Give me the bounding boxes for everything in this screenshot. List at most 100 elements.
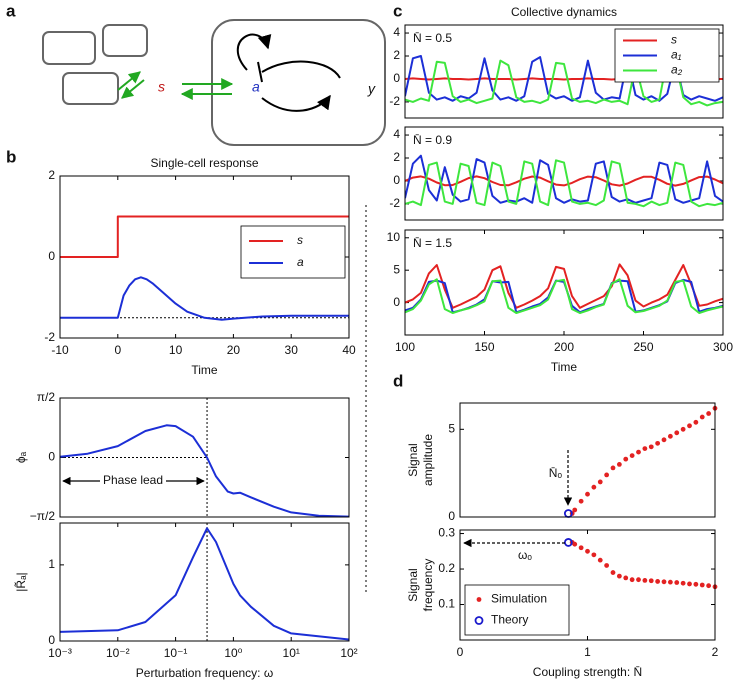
self-loop xyxy=(236,33,272,71)
cell xyxy=(42,31,96,65)
x-tick-label: 2 xyxy=(712,645,719,659)
annotation: N̄ = 0.9 xyxy=(413,133,452,147)
y-axis-label: Signal xyxy=(406,443,420,476)
data-point xyxy=(667,579,673,585)
x-axis-label: Time xyxy=(191,363,218,377)
data-point xyxy=(699,582,705,588)
y-axis-label: |R̃ₐ| xyxy=(13,572,28,591)
y-tick-label: 2 xyxy=(393,48,400,62)
chart: Single-cell response -2 0 2 -10 0 10 20 30 40 Time… xyxy=(44,156,356,377)
data-point xyxy=(642,577,648,583)
x-tick-label: 0 xyxy=(114,343,121,357)
plot-frame xyxy=(59,175,350,339)
chart: -2 0 2 4 N̄ = 0.9 xyxy=(389,126,724,221)
panel-label: d xyxy=(393,371,403,390)
annotation: N̄ = 0.5 xyxy=(413,31,452,45)
y-tick-label: 10 xyxy=(387,230,401,244)
x-tick-label: 0 xyxy=(457,645,464,659)
data-point xyxy=(585,491,590,497)
data-point xyxy=(674,580,680,585)
arrow xyxy=(121,79,145,99)
data-point xyxy=(693,581,699,587)
line-series xyxy=(60,276,349,321)
data-point xyxy=(667,433,673,439)
x-tick-label: 1 xyxy=(584,645,591,659)
y-tick-label: 2 xyxy=(48,168,55,182)
y-tick-label: -2 xyxy=(389,94,400,108)
data-point xyxy=(706,583,712,589)
node-label: a xyxy=(252,79,260,95)
data-point xyxy=(604,563,610,568)
panel-label: b xyxy=(6,147,16,166)
y-tick-label: 0 xyxy=(393,173,400,187)
plot-frame xyxy=(404,24,724,119)
data-point xyxy=(623,456,629,462)
x-tick-label: 10¹ xyxy=(283,646,300,660)
y-tick-label: 5 xyxy=(448,421,455,435)
annotation: N̄ = 1.5 xyxy=(413,236,452,250)
x-tick-label: 10⁻¹ xyxy=(164,646,188,660)
x-tick-label: 20 xyxy=(227,343,241,357)
data-point xyxy=(604,472,610,478)
legend-box xyxy=(464,584,570,636)
data-point xyxy=(616,461,622,467)
y-tick-label: 0 xyxy=(393,295,400,309)
legend-label: a₂ xyxy=(671,63,683,77)
plot-frame xyxy=(459,529,716,641)
legend-label: a xyxy=(297,255,304,269)
legend-label: a₁ xyxy=(671,48,682,62)
x-tick-label: 10⁻² xyxy=(106,646,130,660)
signal-label: s xyxy=(158,79,165,95)
legend-label: s xyxy=(671,33,677,47)
y-axis-label: Signal xyxy=(406,568,420,601)
data-point xyxy=(629,453,635,459)
y-tick-label: 4 xyxy=(393,25,400,39)
cell xyxy=(102,24,148,57)
line-series xyxy=(60,527,349,641)
data-point xyxy=(680,426,686,432)
x-tick-label: 100 xyxy=(395,340,415,354)
chart: 0 5 10 100 150 200 250 300 Time N̄ = 1.5 xyxy=(387,229,733,374)
legend-label: Simulation xyxy=(491,592,547,606)
x-axis-label: Perturbation frequency: ω xyxy=(136,666,273,680)
line-series xyxy=(405,263,723,309)
data-point xyxy=(648,444,654,450)
y-tick-label: 0 xyxy=(48,450,55,464)
data-point xyxy=(591,552,597,558)
node-label: y xyxy=(367,81,376,97)
y-tick-label: 0 xyxy=(48,249,55,263)
x-axis-label: Time xyxy=(551,360,578,374)
panel-label: c xyxy=(393,1,402,20)
annotation: Phase lead xyxy=(103,473,163,487)
y-tick-label: −π/2 xyxy=(30,509,56,523)
data-point xyxy=(610,465,616,471)
line-series xyxy=(60,424,349,517)
data-point xyxy=(572,541,578,547)
y-tick-label: π/2 xyxy=(37,390,56,404)
diagram xyxy=(42,19,386,146)
data-point xyxy=(636,577,641,583)
y-tick-label: 0.1 xyxy=(438,597,455,611)
data-point xyxy=(572,507,578,513)
data-point xyxy=(706,411,712,416)
x-tick-label: 10⁻³ xyxy=(48,646,72,660)
data-point xyxy=(591,484,597,490)
legend-label: Theory xyxy=(491,613,528,627)
data-point xyxy=(687,423,692,429)
line-series xyxy=(405,55,723,102)
data-point xyxy=(642,446,648,451)
data-point xyxy=(661,579,667,585)
legend-marker xyxy=(476,597,482,602)
cell xyxy=(211,19,386,146)
line-series xyxy=(405,159,723,208)
line-series xyxy=(405,175,723,187)
line-series xyxy=(405,154,723,204)
data-point xyxy=(597,479,603,485)
data-point xyxy=(578,545,584,551)
plot-frame xyxy=(404,229,724,336)
data-point xyxy=(655,440,661,446)
x-tick-label: 200 xyxy=(554,340,574,354)
x-tick-label: -10 xyxy=(51,343,69,357)
y-tick-label: 1 xyxy=(48,557,55,571)
